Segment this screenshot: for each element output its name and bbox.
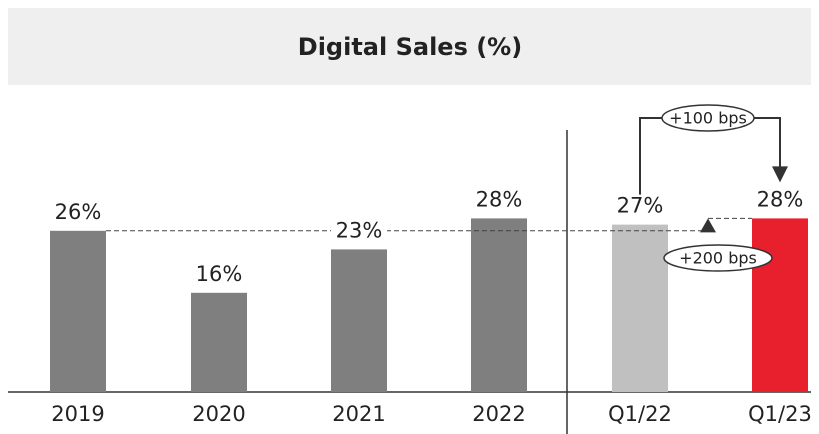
value-label: 26% xyxy=(55,200,102,224)
bar xyxy=(50,230,106,392)
x-tick-label: 2022 xyxy=(472,402,525,426)
bar xyxy=(191,292,247,392)
value-label: 28% xyxy=(757,187,804,211)
x-tick-label: 2020 xyxy=(192,402,245,426)
arrow-head xyxy=(772,166,788,183)
annotation-bubble xyxy=(661,104,755,132)
value-label: 27% xyxy=(617,194,664,218)
annotation-bubble xyxy=(663,244,773,272)
annotation: +100 bps xyxy=(669,109,747,128)
x-tick-label: 2019 xyxy=(51,402,104,426)
bar xyxy=(612,224,668,392)
label-backdrop xyxy=(331,219,387,244)
x-tick-label: 2021 xyxy=(332,402,385,426)
x-tick-label: Q1/23 xyxy=(748,402,812,426)
title-band xyxy=(8,8,811,85)
bar xyxy=(471,218,527,392)
value-label: 16% xyxy=(196,262,243,286)
bar xyxy=(331,249,387,392)
value-label: 28% xyxy=(476,187,523,211)
bar xyxy=(752,218,808,392)
value-label: 23% xyxy=(336,218,383,242)
chart-title: Digital Sales (%) xyxy=(298,33,522,61)
arrow-head xyxy=(700,218,716,233)
x-tick-label: Q1/22 xyxy=(608,402,672,426)
annotation: +200 bps xyxy=(679,249,757,268)
